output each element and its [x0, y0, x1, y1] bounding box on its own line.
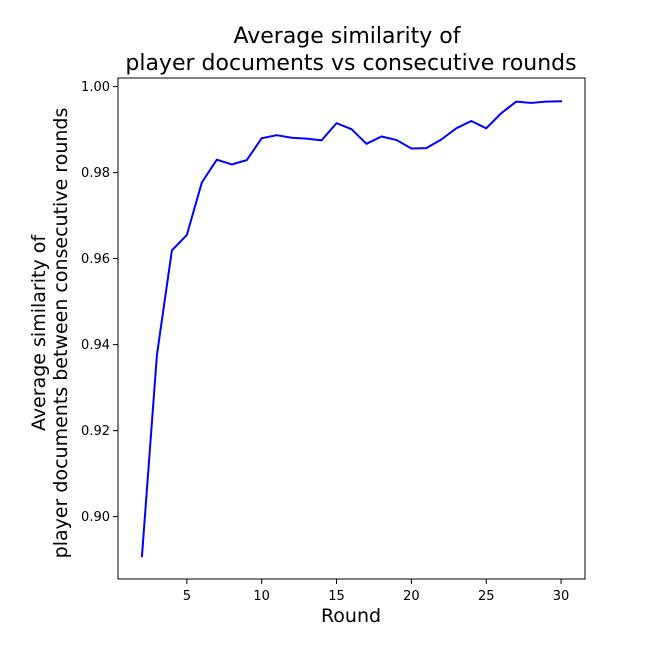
- series-point: [395, 139, 398, 141]
- chart-title-line-2: player documents vs consecutive rounds: [125, 51, 576, 76]
- x-axis-label: Round: [321, 605, 381, 627]
- series-point: [350, 128, 353, 130]
- series-layer: [140, 100, 563, 558]
- series-point: [515, 100, 517, 103]
- y-tick-label: 0.98: [81, 166, 110, 181]
- x-tick-label: 10: [253, 589, 270, 604]
- y-axis-label-line-2: player documents between consecutive rou…: [50, 108, 72, 559]
- series-point: [440, 138, 443, 141]
- y-tick-label: 0.94: [81, 338, 110, 353]
- series-point: [365, 142, 368, 145]
- series-point: [141, 555, 143, 558]
- series-point: [186, 234, 188, 236]
- y-axis: 0.90 0.92 0.94 0.96 0.98 1.00: [81, 80, 118, 525]
- y-tick-label: 1.00: [81, 80, 110, 95]
- plot-area: [117, 77, 586, 580]
- series-point: [245, 159, 248, 161]
- series-point: [335, 122, 338, 124]
- series-point: [305, 137, 308, 140]
- chart-title-line-1: Average similarity of: [233, 24, 461, 49]
- series-point: [470, 120, 473, 122]
- series-point: [410, 147, 413, 150]
- x-tick-label: 15: [328, 589, 345, 604]
- x-tick-label: 25: [478, 589, 495, 604]
- series-point: [275, 134, 278, 136]
- x-tick-label: 5: [183, 589, 191, 604]
- series-point: [215, 158, 218, 161]
- y-tick-label: 0.90: [81, 510, 110, 525]
- series-point: [485, 127, 488, 130]
- series-point: [455, 127, 458, 130]
- x-tick-label: 30: [553, 589, 570, 604]
- series-point: [230, 163, 233, 166]
- series-point: [156, 354, 158, 356]
- series-point: [171, 249, 173, 252]
- x-axis: 5 10 15 20 25 30: [183, 579, 570, 604]
- series-point: [201, 181, 203, 184]
- y-axis-label-line-1: Average similarity of: [28, 234, 50, 431]
- y-axis-label-group: Average similarity of player documents b…: [28, 108, 72, 559]
- series-point: [320, 139, 323, 142]
- y-tick-label: 0.92: [81, 424, 110, 439]
- series-point: [530, 102, 532, 104]
- series-point: [290, 136, 293, 139]
- series-point: [545, 100, 547, 103]
- series-point: [425, 147, 428, 149]
- series-point: [380, 135, 383, 138]
- x-tick-label: 20: [403, 589, 420, 604]
- series-point: [560, 100, 562, 103]
- series-point: [260, 137, 263, 140]
- y-tick-label: 0.96: [81, 252, 110, 267]
- series-point: [500, 112, 502, 115]
